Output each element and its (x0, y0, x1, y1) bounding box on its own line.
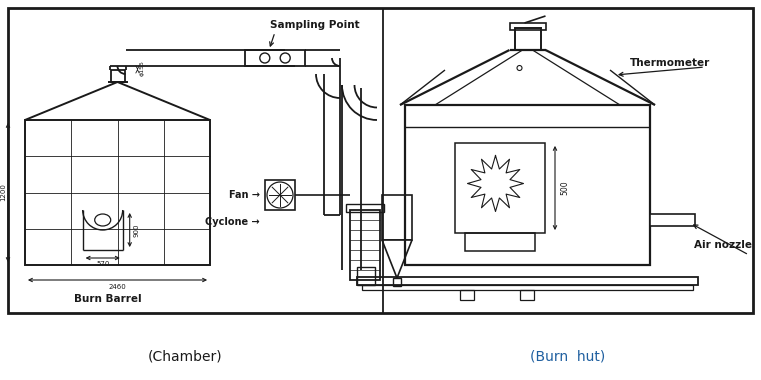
Text: Fan →: Fan → (229, 190, 260, 200)
Bar (245, 50, 305, 66)
Bar (362, 285, 693, 290)
Text: Air nozzle: Air nozzle (694, 240, 752, 250)
Polygon shape (382, 240, 412, 278)
Text: (Burn  hut): (Burn hut) (530, 350, 606, 364)
Bar (350, 210, 380, 280)
Bar (382, 195, 412, 240)
Bar (520, 290, 534, 300)
Bar (514, 28, 540, 50)
Bar (465, 233, 535, 251)
Polygon shape (467, 155, 524, 212)
Text: 900: 900 (134, 223, 140, 237)
Text: ϕ155: ϕ155 (140, 60, 145, 76)
Bar (405, 105, 650, 265)
Text: Cyclone →: Cyclone → (205, 217, 260, 227)
Circle shape (260, 53, 270, 63)
Bar (393, 278, 401, 286)
Bar (265, 180, 295, 210)
Bar (25, 120, 210, 265)
Bar (455, 143, 545, 233)
Bar (357, 267, 375, 285)
Text: Sampling Point: Sampling Point (270, 20, 360, 30)
Text: 570: 570 (96, 261, 110, 267)
Bar (346, 204, 384, 212)
Bar (357, 277, 698, 285)
Bar (510, 23, 546, 30)
Text: 1200: 1200 (0, 184, 6, 201)
Circle shape (280, 53, 290, 63)
Circle shape (267, 182, 293, 208)
Text: (Chamber): (Chamber) (148, 350, 222, 364)
Bar (460, 290, 474, 300)
Text: 2460: 2460 (109, 284, 126, 290)
Text: Thermometer: Thermometer (630, 58, 710, 68)
Text: 500: 500 (561, 180, 569, 195)
Bar (110, 70, 125, 82)
Bar (8, 8, 753, 313)
Bar (650, 214, 695, 226)
Text: Burn Barrel: Burn Barrel (74, 294, 142, 304)
